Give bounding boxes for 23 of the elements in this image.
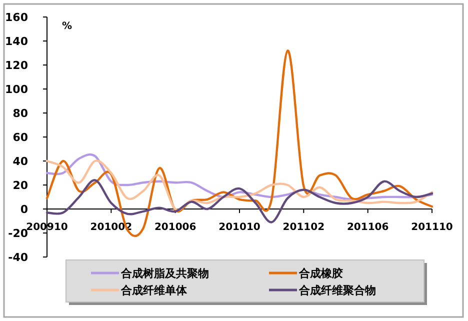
legend-label: 合成纤维单体 (120, 284, 188, 297)
legend-label: 合成树脂及共聚物 (120, 267, 209, 280)
y-axis-title: % (62, 21, 72, 32)
y-tick-label: 20 (12, 179, 28, 192)
y-tick-label: -40 (8, 251, 28, 264)
x-tick-label: 201106 (346, 222, 389, 233)
y-tick-label: 80 (12, 107, 28, 120)
x-tick-label: 201010 (218, 222, 260, 233)
y-tick-label: 120 (5, 59, 28, 72)
x-tick-label: 201102 (282, 222, 325, 233)
y-tick-label: 140 (5, 35, 28, 48)
line-series (46, 160, 434, 211)
y-tick-label: 100 (5, 83, 28, 96)
y-tick-label: 0 (20, 203, 28, 216)
line-series (46, 179, 434, 224)
x-tick-label: 201110 (411, 222, 453, 233)
y-tick-label: 160 (5, 11, 28, 24)
y-tick-label: -20 (8, 227, 28, 240)
y-tick-label: 40 (12, 155, 28, 168)
y-tick-label: 60 (12, 131, 28, 144)
legend-label: 合成橡胶 (298, 267, 343, 280)
x-tick-label: 201006 (154, 222, 196, 233)
legend-label: 合成纤维聚合物 (298, 284, 376, 297)
